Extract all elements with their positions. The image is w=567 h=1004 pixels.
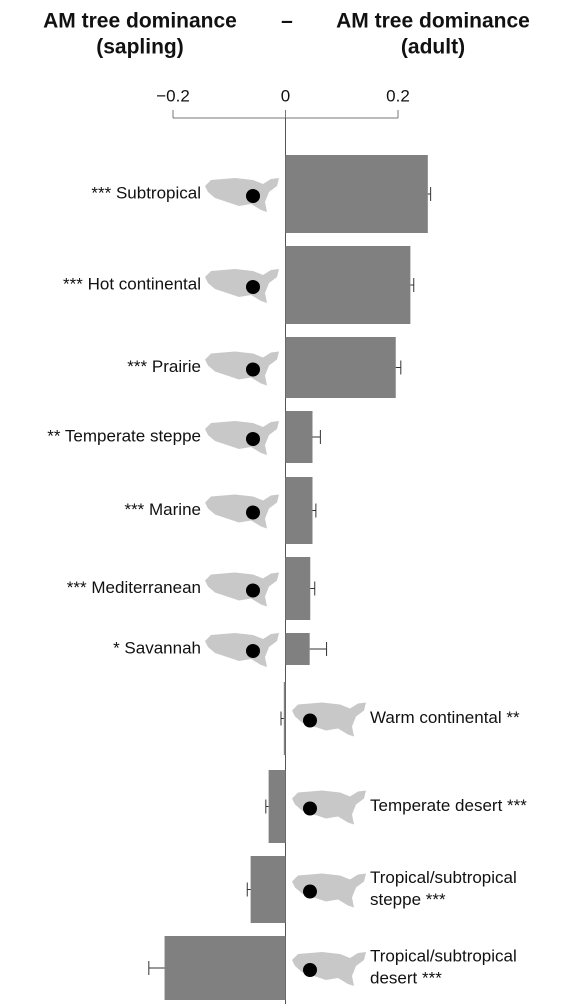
title-right: (adult)	[401, 36, 465, 59]
map-icon	[292, 790, 366, 825]
map-region	[246, 362, 260, 377]
bar	[285, 155, 428, 233]
map-region	[246, 644, 260, 658]
category-label: *** Marine	[124, 500, 201, 519]
title-right: AM tree dominance	[336, 10, 530, 33]
category-label: ** Temperate steppe	[47, 426, 201, 445]
bar	[285, 633, 310, 665]
map-region	[303, 801, 317, 816]
category-label: desert ***	[370, 968, 442, 987]
title-separator: –	[281, 10, 293, 33]
map-region	[303, 713, 317, 728]
category-label: *** Hot continental	[63, 274, 201, 293]
x-tick-label: −0.2	[156, 86, 190, 105]
bar	[285, 246, 411, 324]
bar	[285, 477, 313, 544]
title-left: (sapling)	[96, 36, 184, 59]
map-icon	[292, 702, 366, 737]
bar	[268, 770, 286, 843]
bar	[285, 337, 396, 398]
bar	[285, 411, 313, 463]
map-region	[246, 189, 260, 203]
map-icon	[205, 421, 279, 455]
category-label: Tropical/subtropical	[370, 946, 517, 965]
category-label: *** Prairie	[127, 357, 201, 376]
map-region	[246, 583, 260, 598]
map-region	[246, 280, 260, 294]
category-label: Tropical/subtropical	[370, 868, 517, 887]
map-icon	[292, 873, 366, 908]
bar	[164, 936, 286, 1000]
map-region	[303, 963, 317, 977]
map-icon	[292, 952, 366, 986]
bar	[283, 682, 286, 755]
map-region	[246, 505, 260, 520]
x-tick-label: 0.2	[386, 86, 410, 105]
map-region	[246, 432, 260, 446]
bar	[285, 557, 311, 620]
category-label: Temperate desert ***	[370, 796, 527, 815]
category-label: * Savannah	[113, 638, 201, 657]
map-region	[303, 884, 317, 899]
x-tick-label: 0	[281, 86, 290, 105]
map-icon	[205, 572, 279, 607]
bar	[250, 856, 286, 923]
category-label: steppe ***	[370, 890, 446, 909]
category-label: Warm continental **	[370, 708, 520, 727]
map-icon	[205, 633, 279, 667]
title-left: AM tree dominance	[43, 10, 237, 33]
map-icon	[205, 351, 279, 386]
category-label: *** Mediterranean	[67, 578, 201, 597]
map-icon	[205, 269, 279, 303]
category-label: *** Subtropical	[91, 183, 201, 202]
map-icon	[205, 178, 279, 212]
map-icon	[205, 494, 279, 529]
